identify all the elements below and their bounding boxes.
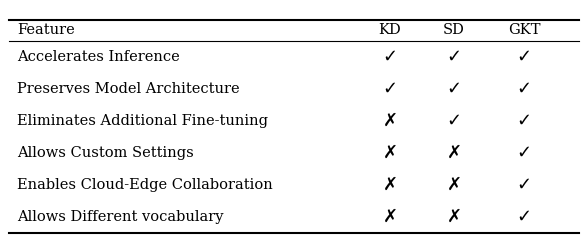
Text: Enables Cloud-Edge Collaboration: Enables Cloud-Edge Collaboration bbox=[17, 178, 273, 192]
Text: SD: SD bbox=[443, 23, 465, 37]
Text: ✓: ✓ bbox=[383, 48, 397, 66]
Text: GKT: GKT bbox=[508, 23, 540, 37]
Text: Allows Different vocabulary: Allows Different vocabulary bbox=[17, 210, 224, 224]
Text: ✗: ✗ bbox=[383, 176, 397, 194]
Text: ✓: ✓ bbox=[447, 48, 462, 66]
Text: ✗: ✗ bbox=[383, 112, 397, 130]
Text: Preserves Model Architecture: Preserves Model Architecture bbox=[17, 82, 240, 96]
Text: ✓: ✓ bbox=[516, 80, 532, 98]
Text: KD: KD bbox=[379, 23, 402, 37]
Text: ✗: ✗ bbox=[383, 208, 397, 226]
Text: ✗: ✗ bbox=[447, 144, 462, 162]
Text: Eliminates Additional Fine-tuning: Eliminates Additional Fine-tuning bbox=[17, 114, 268, 128]
Text: ✗: ✗ bbox=[447, 176, 462, 194]
Text: ✓: ✓ bbox=[447, 80, 462, 98]
Text: ✗: ✗ bbox=[383, 144, 397, 162]
Text: ✓: ✓ bbox=[516, 112, 532, 130]
Text: ✓: ✓ bbox=[516, 48, 532, 66]
Text: Feature: Feature bbox=[17, 23, 75, 37]
Text: Accelerates Inference: Accelerates Inference bbox=[17, 50, 180, 64]
Text: ✓: ✓ bbox=[447, 112, 462, 130]
Text: Allows Custom Settings: Allows Custom Settings bbox=[17, 146, 194, 160]
Text: ✓: ✓ bbox=[516, 208, 532, 226]
Text: ✓: ✓ bbox=[516, 144, 532, 162]
Text: ✓: ✓ bbox=[516, 176, 532, 194]
Text: ✓: ✓ bbox=[383, 80, 397, 98]
Text: ✗: ✗ bbox=[447, 208, 462, 226]
